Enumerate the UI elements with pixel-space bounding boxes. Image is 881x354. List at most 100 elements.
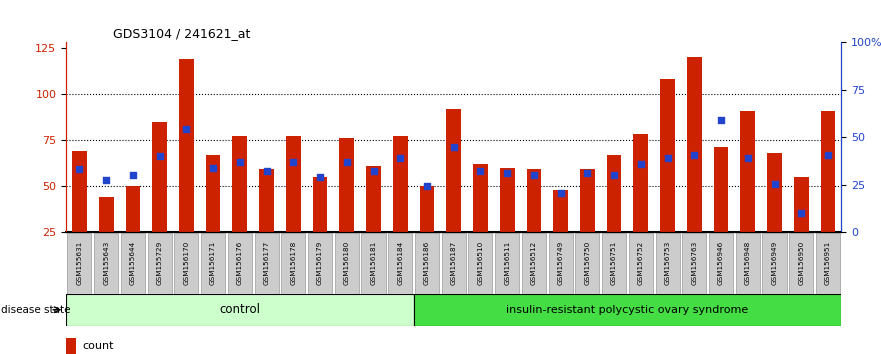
Bar [740,110,755,232]
FancyBboxPatch shape [361,233,386,294]
Bar [473,164,488,232]
Text: GSM156178: GSM156178 [291,241,296,285]
Point [152,154,167,159]
FancyBboxPatch shape [441,233,466,294]
Text: GSM156184: GSM156184 [397,241,403,285]
Point [741,155,755,161]
Text: GSM156171: GSM156171 [210,241,216,285]
Text: GSM156948: GSM156948 [744,241,751,285]
Bar [66,338,76,354]
Point [794,211,808,216]
Text: GDS3104 / 241621_at: GDS3104 / 241621_at [113,27,250,40]
Point [661,155,675,161]
Text: insulin-resistant polycystic ovary syndrome: insulin-resistant polycystic ovary syndr… [507,305,749,315]
Point [366,169,381,174]
FancyBboxPatch shape [335,233,359,294]
FancyBboxPatch shape [281,233,306,294]
Bar [633,135,648,232]
Text: GSM156181: GSM156181 [371,241,376,285]
Text: GSM156170: GSM156170 [183,241,189,285]
FancyBboxPatch shape [522,233,546,294]
Bar [580,169,595,232]
Point [206,165,220,170]
Bar [820,110,835,232]
Text: GSM156510: GSM156510 [478,241,484,285]
Point [714,117,728,122]
Bar [126,186,140,232]
Bar [179,59,194,232]
Text: GSM156177: GSM156177 [263,241,270,285]
Point [393,155,407,161]
Bar [794,177,809,232]
Bar [259,169,274,232]
Point [72,166,86,172]
Text: GSM156753: GSM156753 [664,241,670,285]
FancyBboxPatch shape [575,233,599,294]
Point [821,152,835,158]
Point [473,169,487,174]
Point [233,159,247,165]
Bar [286,136,300,232]
FancyBboxPatch shape [602,233,626,294]
Text: GSM156946: GSM156946 [718,241,724,285]
FancyBboxPatch shape [709,233,733,294]
Point [100,178,114,183]
Point [313,174,327,179]
Text: GSM156763: GSM156763 [692,241,698,285]
Bar [687,57,701,232]
Bar [553,190,568,232]
Bar [419,186,434,232]
Point [767,181,781,187]
Text: GSM156750: GSM156750 [584,241,590,285]
Bar [447,109,461,232]
Bar [313,177,328,232]
Bar [66,294,413,326]
Point [420,183,434,189]
Bar [500,167,515,232]
Text: count: count [82,341,114,351]
Bar [233,136,248,232]
FancyBboxPatch shape [308,233,332,294]
Bar [413,294,841,326]
FancyBboxPatch shape [789,233,813,294]
Point [180,126,194,132]
Text: GSM156751: GSM156751 [611,241,617,285]
Point [447,144,461,150]
Point [581,170,595,176]
FancyBboxPatch shape [255,233,278,294]
Bar [99,197,114,232]
FancyBboxPatch shape [121,233,145,294]
Point [607,172,621,178]
Text: GSM156186: GSM156186 [424,241,430,285]
Point [633,161,648,167]
Text: GSM156179: GSM156179 [317,241,323,285]
Bar [527,169,541,232]
FancyBboxPatch shape [469,233,492,294]
Bar [767,153,781,232]
Text: GSM155643: GSM155643 [103,241,109,285]
Text: GSM156950: GSM156950 [798,241,804,285]
Text: GSM156180: GSM156180 [344,241,350,285]
FancyBboxPatch shape [389,233,412,294]
Bar [366,166,381,232]
Text: GSM156752: GSM156752 [638,241,644,285]
FancyBboxPatch shape [682,233,707,294]
FancyBboxPatch shape [762,233,787,294]
Text: GSM156512: GSM156512 [531,241,537,285]
Text: disease state: disease state [1,305,70,315]
Bar [714,147,729,232]
FancyBboxPatch shape [415,233,439,294]
Text: GSM156749: GSM156749 [558,241,564,285]
Text: GSM155644: GSM155644 [130,241,136,285]
FancyBboxPatch shape [629,233,653,294]
Text: GSM156187: GSM156187 [451,241,456,285]
Text: GSM155631: GSM155631 [77,241,83,285]
FancyBboxPatch shape [549,233,573,294]
Bar [607,155,621,232]
FancyBboxPatch shape [201,233,226,294]
Point [126,172,140,178]
Point [527,172,541,178]
Point [286,159,300,165]
FancyBboxPatch shape [816,233,840,294]
FancyBboxPatch shape [736,233,759,294]
